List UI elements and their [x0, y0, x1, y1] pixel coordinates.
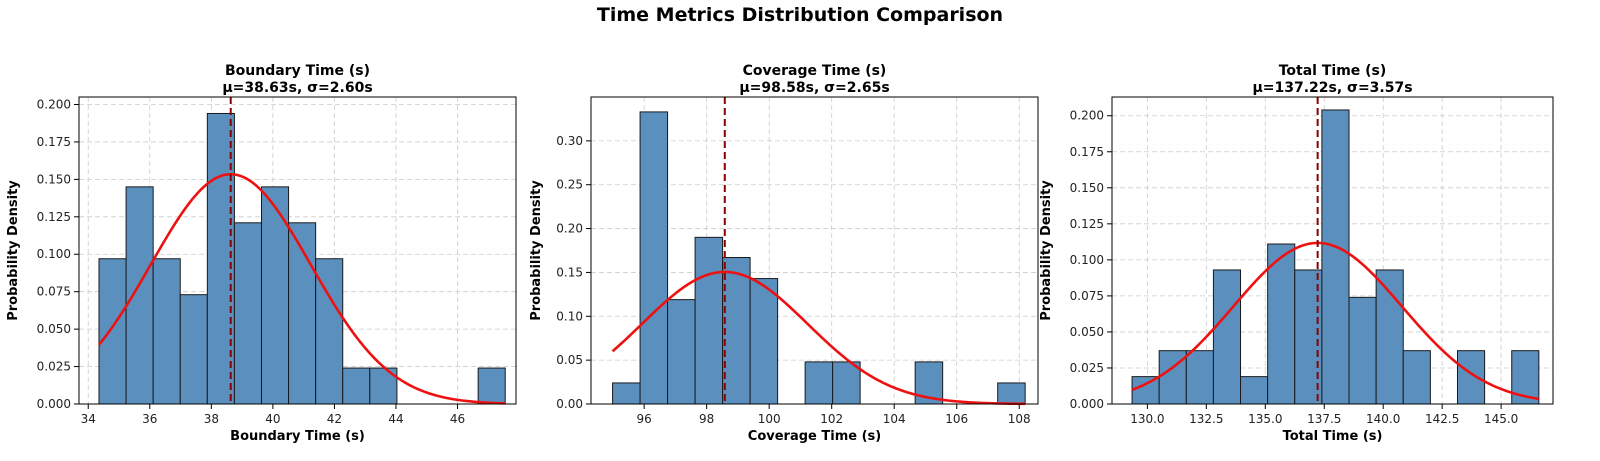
histogram-bar	[1240, 376, 1269, 405]
y-tick-label: 0.125	[1070, 217, 1104, 231]
x-tick-label: 137.5	[1307, 412, 1341, 426]
histogram-bar	[639, 111, 669, 405]
x-axis-label: Coverage Time (s)	[748, 429, 881, 444]
figure-title: Time Metrics Distribution Comparison	[596, 4, 1004, 26]
y-tick-label: 0.150	[1070, 181, 1104, 195]
x-tick-label: 40	[265, 412, 280, 426]
y-tick-label: 0.200	[37, 97, 71, 111]
y-tick-label: 0.200	[1070, 109, 1104, 123]
x-tick-label: 104	[883, 412, 906, 426]
histogram-bar	[832, 361, 861, 405]
normal-fit-curve	[1131, 241, 1540, 401]
y-tick-label: 0.100	[1070, 253, 1104, 267]
x-tick-label: 108	[1008, 412, 1031, 426]
histogram-bar	[722, 257, 751, 405]
histogram-bar	[98, 258, 127, 405]
histogram-bar	[1185, 350, 1214, 405]
x-tick-label: 130.0	[1130, 412, 1164, 426]
y-tick-label: 0.20	[556, 222, 583, 236]
x-tick-label: 38	[204, 412, 219, 426]
panel-title: Coverage Time (s)	[743, 63, 887, 79]
histogram-bar	[1375, 269, 1404, 405]
chart-panel-3: 130.0 132.5 135.0 137.5 140.0 142.5 145.0 0.000…	[1039, 63, 1554, 444]
histogram-bar	[152, 258, 181, 405]
axes-frame	[590, 96, 1039, 405]
y-axis-label: Probability Density	[6, 180, 21, 321]
axes-frame	[1111, 96, 1554, 405]
y-tick-label: 0.125	[37, 210, 71, 224]
normal-fit-curve	[611, 270, 1026, 406]
histogram-bar	[1321, 109, 1350, 405]
histogram-bar	[125, 186, 154, 405]
panel-title: Boundary Time (s)	[225, 63, 370, 79]
x-tick-label: 42	[327, 412, 342, 426]
x-tick-label: 98	[699, 412, 714, 426]
y-tick-label: 0.150	[37, 172, 71, 186]
y-tick-label: 0.075	[37, 285, 71, 299]
histogram-bar	[342, 367, 371, 405]
y-tick-label: 0.15	[556, 265, 583, 279]
x-tick-label: 106	[945, 412, 968, 426]
x-tick-label: 135.0	[1248, 412, 1282, 426]
panel-subtitle: μ=98.58s, σ=2.65s	[739, 80, 889, 96]
x-tick-label: 44	[388, 412, 403, 426]
histogram-bar	[477, 367, 506, 405]
y-tick-label: 0.025	[37, 360, 71, 374]
histogram-bar	[1348, 296, 1377, 405]
panel-title: Total Time (s)	[1279, 63, 1387, 79]
histogram-bar	[749, 278, 779, 405]
y-tick-label: 0.100	[37, 247, 71, 261]
axes-frame	[78, 96, 517, 405]
y-axis-label: Probability Density	[529, 180, 544, 321]
x-tick-label: 145.0	[1484, 412, 1518, 426]
panel-subtitle: μ=38.63s, σ=2.60s	[222, 80, 372, 96]
histogram-bar	[1456, 350, 1486, 405]
y-tick-label: 0.050	[1070, 325, 1104, 339]
histogram-bar	[179, 294, 208, 405]
histogram-bar	[997, 382, 1026, 405]
panel-subtitle: μ=137.22s, σ=3.57s	[1252, 80, 1412, 96]
y-tick-label: 0.000	[37, 397, 71, 411]
chart-panel-2: 96 98 100 102 104 106 108 0.00 0.05 0.10 0.15 0.20 0…	[529, 63, 1039, 444]
y-tick-label: 0.175	[1070, 145, 1104, 159]
x-tick-label: 36	[142, 412, 157, 426]
histogram-bar	[804, 361, 834, 405]
histogram-bar	[667, 299, 696, 405]
histogram-bar	[1131, 376, 1160, 405]
chart-panel-1: 34 36 38 40 42 44 46 0.000 0.025 0.050 0.075 0.100 0…	[6, 63, 517, 444]
histogram-bar	[1402, 350, 1431, 405]
y-axis-label: Probability Density	[1039, 180, 1054, 321]
y-tick-label: 0.025	[1070, 361, 1104, 375]
x-tick-label: 132.5	[1189, 412, 1223, 426]
y-tick-label: 0.075	[1070, 289, 1104, 303]
x-tick-label: 142.5	[1425, 412, 1459, 426]
x-tick-label: 140.0	[1366, 412, 1400, 426]
normal-fit-curve	[97, 172, 506, 405]
y-tick-label: 0.050	[37, 322, 71, 336]
histogram-bar	[288, 222, 317, 405]
x-tick-label: 102	[820, 412, 843, 426]
histogram-bar	[612, 382, 641, 405]
histogram-bar	[1212, 269, 1242, 405]
x-axis-label: Boundary Time (s)	[230, 429, 365, 444]
y-tick-label: 0.00	[556, 397, 583, 411]
histogram-bar	[233, 222, 262, 405]
y-tick-label: 0.000	[1070, 397, 1104, 411]
histogram-bar	[694, 236, 724, 405]
y-tick-label: 0.10	[556, 309, 583, 323]
y-tick-label: 0.30	[556, 134, 583, 148]
y-tick-label: 0.175	[37, 135, 71, 149]
y-tick-label: 0.25	[556, 178, 583, 192]
y-tick-label: 0.05	[556, 353, 583, 367]
x-tick-label: 34	[81, 412, 96, 426]
x-tick-label: 46	[450, 412, 465, 426]
histogram-bar	[1267, 243, 1296, 405]
x-tick-label: 100	[758, 412, 781, 426]
x-tick-label: 96	[636, 412, 651, 426]
x-axis-label: Total Time (s)	[1283, 429, 1383, 444]
